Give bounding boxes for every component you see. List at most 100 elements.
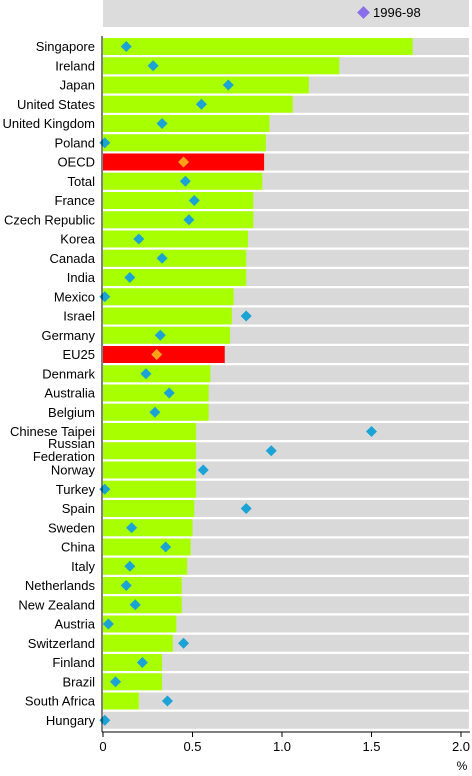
marker-brazil — [110, 676, 122, 688]
marker-united-states — [195, 98, 207, 110]
bar-india — [103, 269, 247, 286]
category-label: Sweden — [48, 520, 95, 535]
marker-denmark — [140, 368, 152, 380]
bar-united-kingdom — [103, 115, 270, 132]
bar-spain — [103, 500, 195, 517]
x-tick-label: 1.0 — [273, 739, 291, 754]
marker-total — [179, 175, 191, 187]
marker-united-kingdom — [156, 118, 168, 129]
category-label: Poland — [55, 135, 95, 150]
marker-russian-federation — [265, 445, 277, 457]
marker-ireland — [147, 60, 159, 72]
background-band — [103, 654, 469, 671]
marker-norway — [197, 464, 209, 476]
bar-norway — [103, 461, 197, 479]
category-label: Australia — [44, 386, 95, 401]
marker-france — [188, 195, 200, 206]
bar-poland — [103, 134, 266, 152]
category-label: Chinese Taipei — [10, 424, 95, 439]
category-label: Finland — [52, 655, 95, 670]
x-tick-label: 0.5 — [183, 739, 201, 754]
bar-sweden — [103, 519, 193, 537]
bar-brazil — [103, 673, 163, 691]
bar-ireland — [103, 57, 340, 75]
category-label: Hungary — [46, 713, 96, 728]
marker-italy — [124, 560, 136, 572]
bar-netherlands — [103, 577, 182, 594]
category-label: United States — [17, 97, 96, 112]
bar-finland — [103, 654, 163, 671]
marker-new-zealand — [129, 599, 141, 611]
bars — [103, 38, 413, 710]
category-label: Belgium — [48, 405, 95, 420]
marker-korea — [133, 233, 145, 245]
bar-canada — [103, 249, 247, 267]
category-label: Switzerland — [28, 636, 95, 651]
bar-mexico — [103, 288, 234, 306]
background-band — [103, 673, 469, 691]
background-band — [103, 615, 469, 633]
bar-south-africa — [103, 692, 139, 710]
marker-chinese-taipei — [366, 426, 377, 437]
x-tick-label: 1.5 — [362, 739, 380, 754]
category-label: Netherlands — [25, 578, 96, 593]
category-label: Italy — [71, 559, 95, 574]
bar-switzerland — [103, 634, 173, 652]
category-label: South Africa — [25, 694, 96, 709]
x-axis-label: % — [457, 759, 468, 773]
category-label: Korea — [60, 232, 95, 247]
bar-austria — [103, 615, 177, 633]
marker-finland — [136, 657, 148, 668]
bar-singapore — [103, 38, 413, 55]
marker-canada — [156, 252, 168, 264]
category-label: Brazil — [62, 674, 95, 689]
marker-india — [124, 272, 136, 283]
marker-sweden — [126, 522, 138, 534]
bar-germany — [103, 326, 231, 344]
bar-russian-federation — [103, 442, 197, 460]
legend: 1996-98 — [103, 0, 469, 27]
marker-germany — [154, 329, 166, 341]
category-label: Israel — [63, 309, 95, 324]
bar-new-zealand — [103, 596, 182, 614]
category-label: EU25 — [62, 347, 95, 362]
category-label: Japan — [60, 78, 95, 93]
category-label: Spain — [62, 501, 95, 516]
background-band — [103, 557, 469, 575]
marker-china — [160, 541, 172, 553]
marker-czech-republic — [183, 214, 195, 226]
marker-belgium — [149, 406, 161, 418]
background-band — [103, 692, 469, 710]
category-label: Mexico — [54, 289, 95, 304]
marker-spain — [240, 503, 252, 514]
bar-eu25 — [103, 346, 225, 363]
category-label: Total — [68, 174, 96, 189]
marker-south-africa — [161, 695, 173, 707]
background-band — [103, 538, 469, 556]
x-ticks: 0 0.5 1.0 1.5 2.0 — [99, 732, 470, 754]
bar-australia — [103, 384, 209, 402]
category-label: Norway — [51, 463, 96, 478]
marker-japan — [222, 79, 234, 91]
category-label: United Kingdom — [3, 116, 96, 131]
x-tick-label: 0 — [99, 739, 106, 754]
legend-label: 1996-98 — [373, 5, 421, 20]
category-label: Germany — [42, 328, 96, 343]
marker-austria — [102, 618, 114, 630]
category-label: Canada — [49, 251, 95, 266]
category-label: Ireland — [55, 58, 95, 73]
marker-australia — [163, 387, 175, 399]
category-labels: Singapore Ireland Japan United States United… — [3, 39, 96, 728]
category-label: China — [61, 540, 96, 555]
category-label: Russian Federation — [33, 436, 95, 464]
category-label: Singapore — [36, 39, 95, 54]
bar-denmark — [103, 365, 211, 383]
marker-oecd — [178, 156, 190, 168]
x-tick-label: 2.0 — [452, 739, 470, 754]
category-label: Turkey — [56, 482, 96, 497]
marker-netherlands — [120, 580, 132, 591]
marker-singapore — [120, 41, 132, 52]
category-label: New Zealand — [18, 597, 95, 612]
category-label: OECD — [57, 155, 95, 170]
category-label: France — [55, 193, 95, 208]
